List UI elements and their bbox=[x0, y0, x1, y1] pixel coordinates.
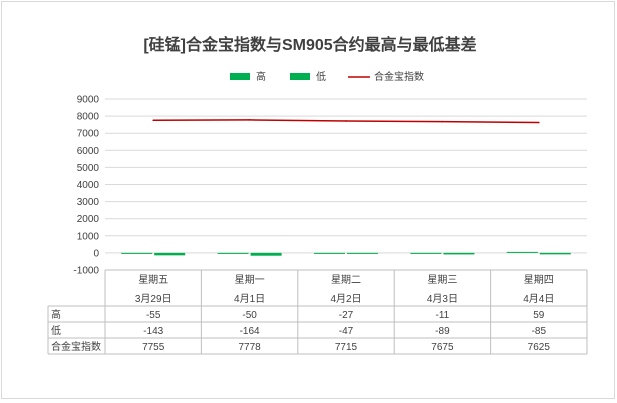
y-tick-label: 3000 bbox=[77, 197, 100, 208]
category-date-label: 4月4日 bbox=[523, 293, 554, 305]
table-cell-low: -143 bbox=[143, 326, 163, 337]
table-cell-index: 7675 bbox=[431, 342, 454, 353]
category-weekday-label: 星期四 bbox=[524, 274, 554, 286]
bar-high bbox=[314, 252, 345, 254]
y-tick-label: 9000 bbox=[77, 95, 100, 106]
table-cell-low: -89 bbox=[435, 326, 450, 337]
category-date-label: 4月2日 bbox=[330, 293, 361, 305]
table-cell-high: -11 bbox=[436, 310, 450, 321]
category-weekday-label: 星期一 bbox=[235, 274, 265, 286]
table-cell-high: -50 bbox=[242, 310, 257, 321]
chart-title: [硅锰]合金宝指数与SM905合约最高与最低基差 bbox=[143, 35, 476, 54]
bar-low bbox=[347, 252, 378, 254]
table-cell-index: 7778 bbox=[238, 342, 261, 353]
point-index bbox=[345, 120, 347, 122]
bar-high bbox=[121, 252, 153, 254]
category-date-label: 4月3日 bbox=[427, 293, 458, 305]
bar-low bbox=[250, 252, 282, 256]
category-weekday-label: 星期五 bbox=[138, 274, 168, 286]
y-tick-label: 5000 bbox=[77, 163, 100, 174]
table-row-header-high: 高 bbox=[51, 308, 61, 321]
y-tick-label: 8000 bbox=[77, 112, 100, 123]
bar-high bbox=[410, 252, 442, 254]
legend-label-low: 低 bbox=[316, 70, 326, 83]
legend-swatch-low bbox=[290, 73, 310, 80]
y-tick-label: -1000 bbox=[73, 266, 99, 277]
table-cell-high: -27 bbox=[339, 310, 354, 321]
y-tick-label: 0 bbox=[93, 248, 99, 259]
point-index bbox=[248, 119, 251, 121]
y-tick-label: 2000 bbox=[77, 214, 100, 225]
category-date-label: 3月29日 bbox=[135, 293, 172, 305]
category-date-label: 4月1日 bbox=[234, 293, 265, 305]
table-row-header-index: 合金宝指数 bbox=[51, 340, 101, 353]
table-cell-low: -164 bbox=[240, 326, 260, 337]
category-weekday-label: 星期三 bbox=[427, 274, 457, 286]
bar-low bbox=[539, 252, 571, 255]
table-cell-high: -55 bbox=[146, 310, 161, 321]
table-row-header-low: 低 bbox=[51, 324, 61, 337]
y-tick-label: 1000 bbox=[77, 231, 100, 242]
table-cell-high: 59 bbox=[533, 310, 545, 321]
bar-low bbox=[443, 252, 475, 255]
bar-high bbox=[506, 251, 538, 253]
table-cell-index: 7625 bbox=[528, 342, 551, 353]
point-index bbox=[441, 120, 444, 123]
y-tick-label: 7000 bbox=[77, 129, 100, 140]
y-tick-label: 6000 bbox=[77, 146, 100, 157]
table-cell-low: -47 bbox=[339, 326, 354, 337]
point-index bbox=[538, 121, 540, 124]
legend: 高 低 合金宝指数 bbox=[230, 70, 424, 83]
y-tick-label: 4000 bbox=[77, 180, 100, 191]
category-weekday-label: 星期二 bbox=[331, 274, 361, 286]
legend-swatch-high bbox=[230, 73, 250, 80]
point-index bbox=[152, 119, 154, 122]
legend-label-high: 高 bbox=[256, 70, 266, 83]
bar-high bbox=[217, 252, 249, 254]
legend-label-index: 合金宝指数 bbox=[374, 70, 424, 83]
table-cell-index: 7755 bbox=[142, 342, 165, 353]
bar-low bbox=[154, 252, 186, 256]
table-cell-low: -85 bbox=[532, 326, 547, 337]
table-cell-index: 7715 bbox=[335, 342, 358, 353]
